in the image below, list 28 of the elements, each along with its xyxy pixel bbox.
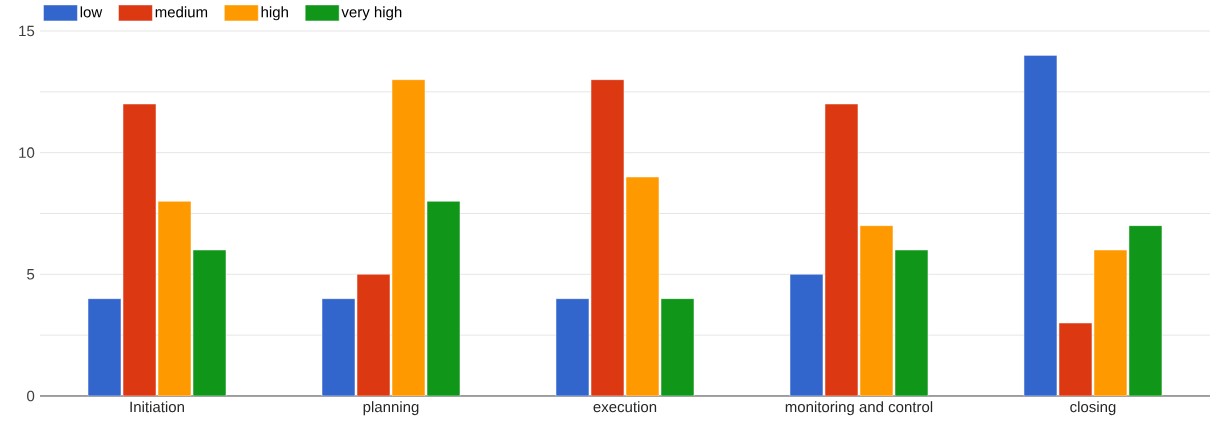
bar [157,201,192,396]
bar [356,274,391,396]
legend-label: very high [341,6,402,21]
bar [1093,249,1128,396]
x-tick-label: execution [593,401,657,413]
legend-label: medium [155,6,208,18]
legend-label: high [261,6,288,21]
bar [87,298,122,396]
y-tick-label: 10 [19,147,35,158]
x-tick-label: planning [363,401,419,416]
bar [824,103,859,396]
bar [391,79,426,396]
bar [1023,55,1058,396]
bar [625,176,660,396]
x-tick-label: monitoring and control [785,401,933,416]
y-tick-label: 0 [27,390,35,402]
bar [555,298,590,396]
bar [1058,322,1093,396]
y-tick-label: 15 [19,25,35,37]
y-tick-label: 5 [27,269,35,280]
x-tick-label: Initiation [130,401,184,413]
bar [590,79,625,396]
legend-label: low [80,6,103,18]
bar [859,225,894,396]
x-tick-label: closing [1070,401,1116,416]
bar [321,298,356,396]
bar [122,103,157,396]
bar [789,274,824,396]
